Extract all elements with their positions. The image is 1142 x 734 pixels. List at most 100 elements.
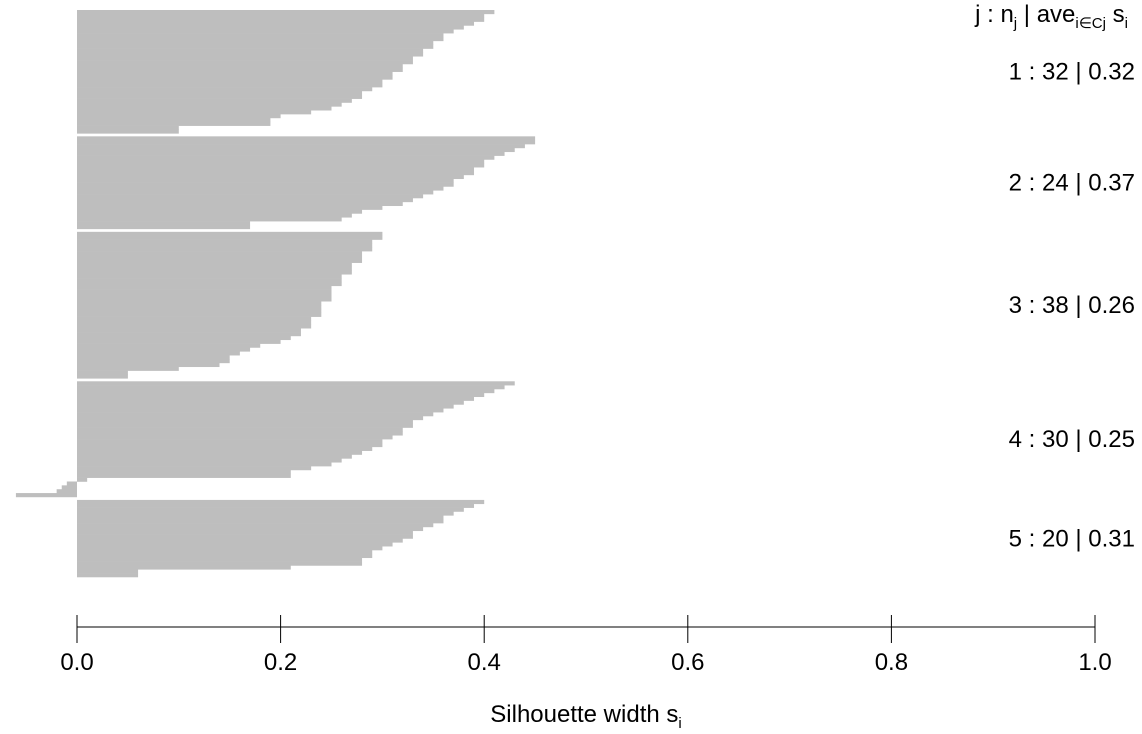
bar <box>77 281 342 287</box>
spacer <box>1082 525 1089 552</box>
bar <box>77 171 475 176</box>
bar <box>77 117 271 123</box>
x-tick-label: 0.6 <box>671 649 704 676</box>
bar <box>77 110 312 115</box>
bar <box>77 370 128 375</box>
bar <box>77 519 444 524</box>
cluster-id: 1 <box>1009 59 1022 86</box>
bar <box>77 21 475 26</box>
bar <box>77 446 373 451</box>
bar <box>77 224 251 230</box>
legend-header-sub: i∈Cj <box>1075 15 1106 32</box>
bar <box>77 297 332 302</box>
bar <box>77 274 342 279</box>
bar <box>77 217 342 222</box>
bar <box>77 140 536 145</box>
spacer <box>1022 292 1029 319</box>
cluster-id: 5 <box>1009 525 1022 552</box>
cluster-id: 3 <box>1009 292 1022 319</box>
bar <box>77 466 312 471</box>
bar <box>77 366 179 371</box>
separator: | <box>1075 170 1081 197</box>
spacer <box>1082 426 1089 453</box>
bar <box>77 439 383 444</box>
bar <box>77 231 383 236</box>
bar <box>77 129 179 134</box>
bar <box>77 201 403 207</box>
bar <box>77 151 505 156</box>
cluster-average: 0.32 <box>1088 59 1135 86</box>
bar <box>77 477 88 482</box>
bar <box>77 511 454 516</box>
bar <box>77 389 495 394</box>
spacer <box>1069 292 1076 319</box>
bar <box>77 270 352 275</box>
bar <box>77 469 291 475</box>
bar <box>77 347 251 352</box>
bar <box>77 423 413 428</box>
legend-header-part: | ave <box>1017 1 1075 28</box>
bar <box>77 316 312 321</box>
bar <box>77 335 291 341</box>
spacer <box>1022 59 1029 86</box>
bar <box>77 396 475 401</box>
legend-header-sub: j <box>1013 15 1017 32</box>
bar <box>77 87 373 92</box>
bar <box>66 481 77 486</box>
spacer <box>1035 525 1042 552</box>
cluster-label: 1 : 32 | 0.32 <box>1009 59 1135 86</box>
bar <box>77 324 312 329</box>
x-axis-title-sub: i <box>678 715 681 732</box>
separator: : <box>1029 170 1036 197</box>
spacer <box>1022 525 1029 552</box>
bar <box>77 52 424 57</box>
bar <box>77 308 322 314</box>
spacer <box>1035 59 1042 86</box>
spacer <box>1082 59 1089 86</box>
separator: | <box>1075 426 1081 453</box>
bar <box>77 569 139 574</box>
bar <box>77 10 495 15</box>
cluster-size: 30 <box>1042 426 1069 453</box>
bar <box>77 48 424 53</box>
bar <box>77 431 403 436</box>
bar <box>77 427 403 432</box>
bar <box>77 301 322 306</box>
legend-header: j : nj | avei∈Cj si <box>974 1 1128 32</box>
bar <box>77 63 403 69</box>
x-tick-label: 0.8 <box>875 649 908 676</box>
bar <box>77 305 322 310</box>
bar <box>77 362 220 368</box>
bar <box>77 198 413 203</box>
spacer <box>1069 426 1076 453</box>
bar <box>77 454 352 459</box>
bar <box>77 320 312 325</box>
bar <box>61 485 77 490</box>
bar <box>77 254 363 260</box>
bar <box>77 13 485 19</box>
bar <box>77 450 363 455</box>
bar <box>77 247 373 252</box>
bar <box>77 235 383 240</box>
bar <box>77 213 352 218</box>
bar <box>77 351 240 356</box>
bar <box>77 75 393 80</box>
bar <box>77 174 464 180</box>
bar <box>77 293 332 298</box>
bar <box>77 557 363 562</box>
bar <box>77 266 352 271</box>
x-tick-label: 0.0 <box>60 649 93 676</box>
bar <box>77 515 444 520</box>
cluster-size: 20 <box>1042 525 1069 552</box>
spacer <box>1035 170 1042 197</box>
cluster-size: 38 <box>1042 292 1069 319</box>
bar <box>77 163 485 168</box>
bar <box>77 392 485 398</box>
bar <box>77 194 424 199</box>
bar <box>77 205 383 210</box>
bar <box>77 90 363 96</box>
bar <box>56 489 77 494</box>
bar <box>77 121 271 126</box>
bar <box>77 178 454 183</box>
